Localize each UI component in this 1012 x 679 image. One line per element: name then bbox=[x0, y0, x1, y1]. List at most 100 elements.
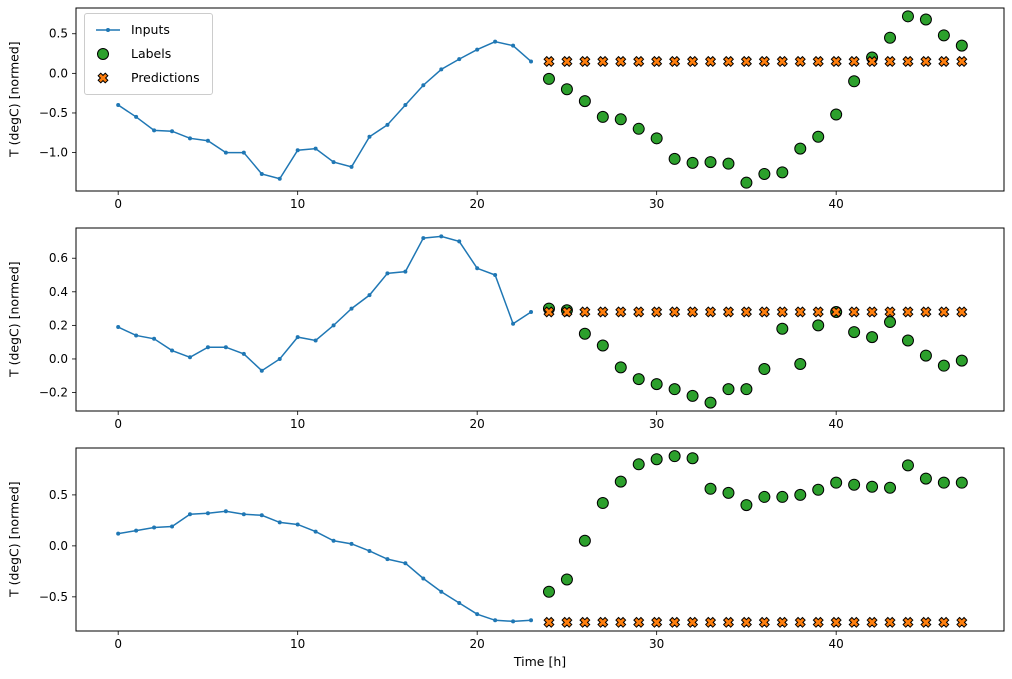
predictions-point bbox=[561, 616, 573, 628]
predictions-point bbox=[848, 306, 860, 318]
labels-point bbox=[668, 450, 681, 463]
predictions-point bbox=[938, 616, 950, 628]
predictions-point bbox=[884, 55, 896, 68]
inputs-point bbox=[403, 269, 408, 274]
labels-point bbox=[578, 534, 591, 547]
predictions-point bbox=[902, 616, 914, 628]
inputs-point bbox=[367, 293, 372, 298]
y-tick-label: 0.2 bbox=[49, 318, 68, 332]
x-axis-label: Time [h] bbox=[513, 654, 567, 669]
predictions-point bbox=[704, 306, 717, 318]
labels-point bbox=[632, 373, 645, 386]
y-tick-label: 0.0 bbox=[49, 66, 68, 80]
labels-point bbox=[596, 110, 609, 123]
predictions-point bbox=[740, 306, 752, 318]
labels-point bbox=[812, 483, 825, 496]
predictions-point bbox=[687, 55, 699, 68]
labels-point bbox=[812, 130, 825, 143]
predictions-point bbox=[956, 55, 968, 68]
labels-point bbox=[614, 475, 627, 488]
y-tick-label: 0.5 bbox=[49, 27, 68, 41]
y-tick-label: 0.0 bbox=[49, 352, 68, 366]
predictions-point bbox=[543, 616, 555, 628]
predictions-x-icon bbox=[97, 72, 109, 84]
labels-point bbox=[596, 497, 609, 510]
legend-label-inputs: Inputs bbox=[131, 22, 170, 37]
legend-circle-sample bbox=[97, 48, 109, 60]
labels-point bbox=[650, 453, 663, 466]
inputs-point bbox=[331, 160, 336, 165]
inputs-point bbox=[295, 148, 300, 153]
inputs-point bbox=[116, 325, 121, 330]
x-tick-label: 40 bbox=[829, 637, 844, 651]
labels-point bbox=[722, 157, 735, 170]
predictions-point bbox=[669, 306, 681, 318]
predictions-point bbox=[704, 616, 717, 628]
inputs-line bbox=[117, 235, 532, 372]
labels-point bbox=[776, 166, 789, 179]
inputs-point bbox=[170, 348, 175, 353]
inputs-point bbox=[367, 134, 372, 139]
predictions-point bbox=[812, 55, 824, 68]
inputs-point bbox=[349, 164, 354, 169]
inputs-point bbox=[529, 59, 534, 64]
labels-point bbox=[596, 339, 609, 352]
inputs-point bbox=[187, 512, 192, 517]
inputs-point bbox=[134, 528, 139, 533]
inputs-point bbox=[457, 239, 462, 244]
legend-item-inputs: Inputs bbox=[94, 22, 200, 38]
predictions-point bbox=[794, 616, 806, 628]
predictions-point bbox=[812, 306, 824, 318]
labels-point bbox=[848, 75, 861, 88]
labels-point bbox=[884, 316, 897, 329]
x-tick-label: 0 bbox=[114, 417, 122, 431]
axes-frame bbox=[75, 227, 1005, 412]
inputs-point bbox=[313, 146, 318, 151]
inputs-point bbox=[259, 368, 264, 373]
predictions-point bbox=[956, 616, 968, 628]
predictions-point bbox=[615, 55, 627, 68]
x-tick-label: 20 bbox=[470, 417, 485, 431]
predictions-point bbox=[633, 306, 645, 318]
inputs-point bbox=[152, 525, 157, 530]
labels-point bbox=[722, 383, 735, 396]
inputs-point bbox=[493, 618, 498, 623]
subplot-2: 0 10 20 30 40 0.6 0.4 0.2 0.0 −0.2 bbox=[39, 227, 1005, 431]
labels-point bbox=[794, 488, 807, 501]
predictions-point bbox=[848, 616, 860, 628]
labels-point bbox=[542, 585, 555, 598]
inputs-point bbox=[187, 355, 192, 360]
labels-point bbox=[740, 383, 753, 396]
labels-point bbox=[794, 142, 807, 155]
inputs-point bbox=[187, 136, 192, 141]
inputs-point bbox=[475, 612, 480, 617]
subplot-1: 0 10 20 30 40 0.5 0.0 −0.5 −1.0 bbox=[39, 7, 1005, 211]
inputs-point bbox=[152, 336, 157, 341]
predictions-point bbox=[830, 306, 842, 318]
predictions-point bbox=[812, 616, 824, 628]
labels-point bbox=[955, 354, 968, 367]
predictions-point bbox=[669, 55, 681, 68]
predictions-point bbox=[956, 306, 968, 318]
labels-point bbox=[686, 156, 699, 169]
predictions-point bbox=[740, 616, 752, 628]
inputs-point bbox=[493, 39, 498, 44]
predictions-point bbox=[615, 616, 627, 628]
x-tick-label: 10 bbox=[290, 417, 305, 431]
y-tick-label: 0.0 bbox=[49, 539, 68, 553]
inputs-point bbox=[475, 266, 480, 271]
predictions-point bbox=[722, 55, 735, 68]
inputs-point bbox=[511, 321, 516, 326]
legend-label-labels: Labels bbox=[131, 46, 172, 61]
labels-circle-icon bbox=[97, 48, 109, 60]
inputs-point bbox=[529, 309, 534, 314]
predictions-point bbox=[758, 616, 770, 628]
inputs-point bbox=[529, 618, 534, 623]
predictions-point bbox=[651, 616, 663, 628]
predictions-point bbox=[543, 55, 555, 68]
x-tick-label: 20 bbox=[470, 197, 485, 211]
predictions-point bbox=[561, 55, 573, 68]
predictions-point bbox=[579, 55, 591, 68]
inputs-point bbox=[241, 150, 246, 155]
